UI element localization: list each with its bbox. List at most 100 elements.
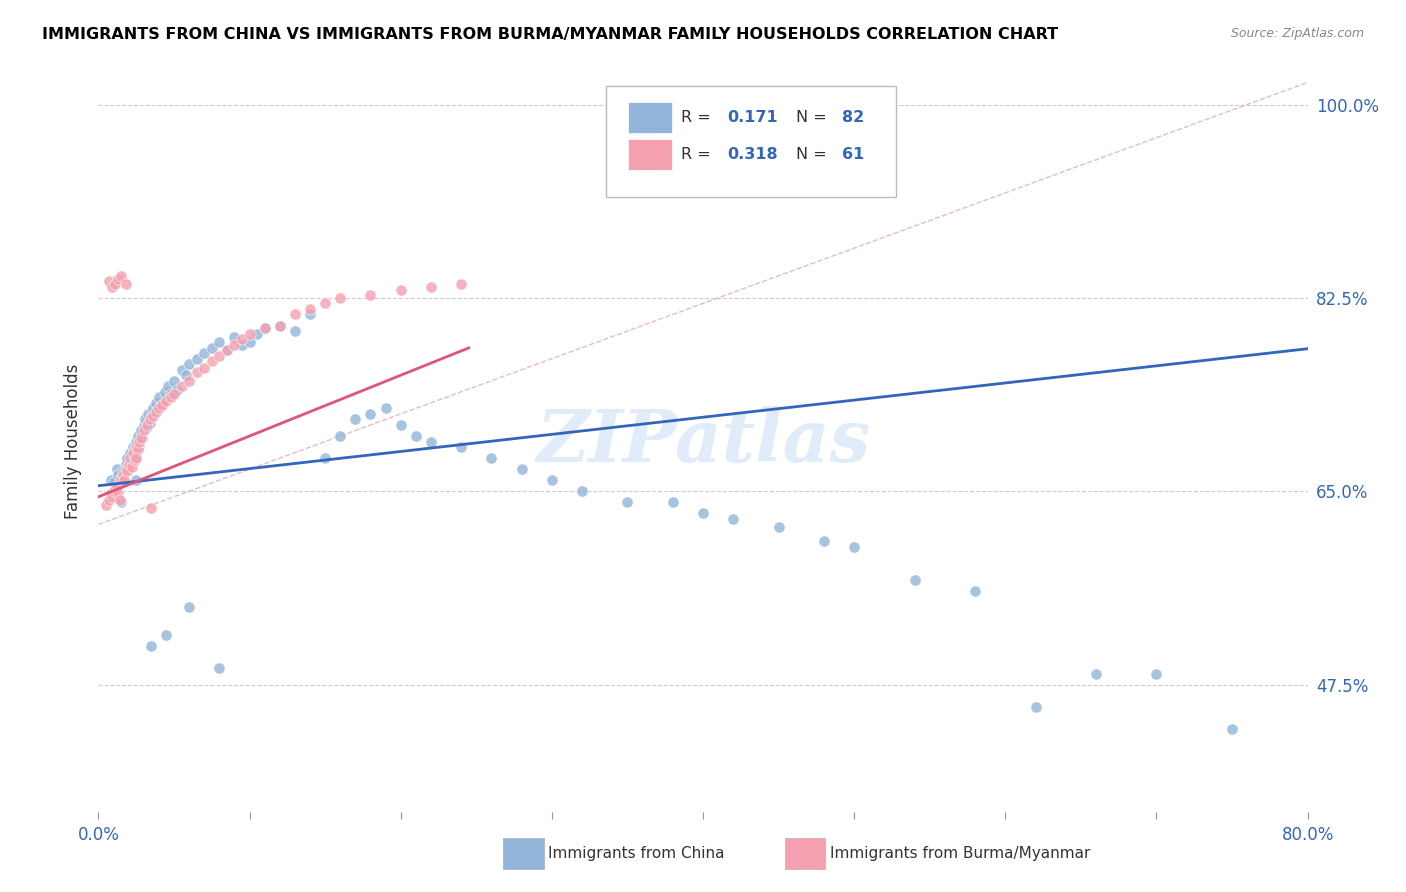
Point — [360, 407, 382, 421]
Point — [110, 268, 132, 283]
Point — [122, 440, 145, 454]
Point — [125, 473, 148, 487]
Point — [156, 379, 179, 393]
Point — [329, 291, 352, 305]
Point — [420, 280, 443, 294]
Point — [405, 429, 427, 443]
Point — [114, 277, 136, 291]
Point — [107, 272, 129, 286]
Point — [100, 486, 122, 500]
Point — [101, 490, 124, 504]
Point — [111, 467, 134, 482]
Point — [215, 343, 238, 357]
Y-axis label: Family Households: Family Households — [65, 364, 83, 519]
Point — [768, 519, 790, 533]
Text: 61: 61 — [842, 147, 865, 161]
Point — [135, 417, 157, 432]
Point — [135, 420, 157, 434]
Point — [129, 431, 152, 445]
Point — [136, 407, 159, 421]
FancyBboxPatch shape — [628, 102, 672, 133]
Point — [155, 628, 177, 642]
Point — [112, 475, 135, 489]
Point — [224, 338, 246, 352]
Point — [314, 451, 336, 466]
FancyBboxPatch shape — [606, 87, 897, 197]
Point — [127, 429, 149, 443]
Text: 82: 82 — [842, 110, 865, 125]
Text: Immigrants from Burma/Myanmar: Immigrants from Burma/Myanmar — [830, 847, 1090, 861]
Point — [269, 318, 291, 333]
FancyBboxPatch shape — [628, 139, 672, 169]
Point — [510, 462, 533, 476]
Point — [179, 357, 201, 371]
Point — [174, 368, 197, 383]
Point — [132, 424, 155, 438]
Point — [299, 301, 322, 316]
Point — [344, 412, 367, 426]
Text: N =: N = — [796, 110, 832, 125]
Point — [148, 390, 170, 404]
Point — [120, 451, 142, 466]
Point — [166, 383, 188, 397]
Point — [111, 464, 134, 478]
Point — [104, 482, 127, 496]
Text: 0.318: 0.318 — [727, 147, 778, 161]
Point — [132, 417, 155, 432]
Point — [692, 507, 714, 521]
Point — [420, 434, 443, 449]
Point — [139, 412, 162, 426]
Point — [112, 473, 135, 487]
Point — [103, 475, 125, 490]
Point — [389, 417, 412, 432]
Point — [208, 661, 231, 675]
Text: 0.171: 0.171 — [727, 110, 778, 125]
Point — [360, 287, 382, 301]
Point — [284, 308, 307, 322]
Text: R =: R = — [682, 147, 716, 161]
Point — [170, 379, 193, 393]
Point — [284, 324, 307, 338]
Point — [142, 409, 165, 424]
Point — [193, 360, 215, 375]
Point — [1220, 722, 1243, 736]
Point — [208, 335, 231, 350]
Point — [314, 296, 336, 310]
Point — [128, 434, 150, 449]
Point — [118, 459, 141, 474]
Point — [179, 374, 201, 388]
Point — [107, 467, 129, 482]
Text: R =: R = — [682, 110, 716, 125]
Point — [329, 429, 352, 443]
Point — [105, 479, 128, 493]
Point — [540, 473, 562, 487]
Point — [121, 453, 143, 467]
Point — [107, 486, 129, 500]
Point — [163, 387, 186, 401]
Point — [269, 318, 291, 333]
Text: Immigrants from China: Immigrants from China — [548, 847, 725, 861]
Point — [108, 493, 131, 508]
Point — [125, 434, 148, 449]
Point — [723, 512, 745, 526]
Point — [201, 341, 224, 355]
Point — [1085, 666, 1108, 681]
Point — [124, 453, 146, 467]
Point — [148, 401, 170, 416]
Point — [101, 280, 124, 294]
Point — [145, 396, 167, 410]
Point — [134, 412, 156, 426]
Point — [661, 495, 683, 509]
Point — [155, 393, 177, 408]
Point — [160, 387, 183, 401]
Point — [110, 473, 132, 487]
Point — [208, 350, 231, 364]
Point — [139, 416, 162, 430]
Point — [965, 583, 987, 598]
Point — [115, 464, 138, 478]
Point — [100, 473, 122, 487]
Point — [127, 442, 149, 457]
Text: IMMIGRANTS FROM CHINA VS IMMIGRANTS FROM BURMA/MYANMAR FAMILY HOUSEHOLDS CORRELA: IMMIGRANTS FROM CHINA VS IMMIGRANTS FROM… — [42, 27, 1059, 42]
Point — [389, 283, 412, 297]
Point — [115, 451, 138, 466]
